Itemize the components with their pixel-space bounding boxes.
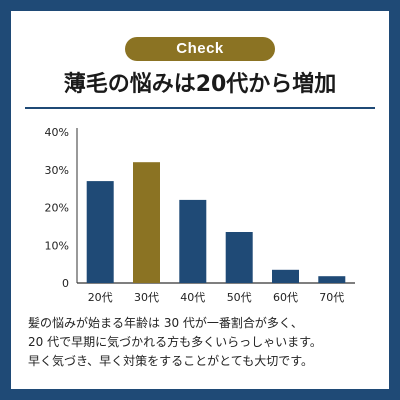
bar-30代 (133, 162, 160, 283)
caption-line-3: 早く気づき、早く対策をすることがとても大切です。 (28, 354, 314, 368)
bar-60代 (272, 269, 299, 283)
check-badge: Check (125, 37, 275, 61)
x-tick-label: 50代 (227, 291, 252, 304)
y-tick-label: 10% (45, 239, 69, 252)
bar-70代 (318, 276, 346, 283)
x-tick-label: 60代 (273, 291, 298, 304)
y-tick-label: 0 (62, 277, 69, 290)
caption-text: 髪の悩みが始まる年齢は 30 代が一番割合が多く、 20 代で早期に気づかれる方… (28, 314, 378, 371)
y-axis: 0 10% 20% 30% 40% (45, 126, 355, 290)
x-tick-label: 20代 (88, 291, 113, 304)
title-divider (25, 107, 375, 109)
x-tick-label: 30代 (134, 291, 159, 304)
caption-line-1: 髪の悩みが始まる年齢は 30 代が一番割合が多く、 (28, 316, 303, 330)
bars (86, 162, 346, 283)
x-tick-label: 70代 (319, 291, 344, 304)
page-title: 薄毛の悩みは20代から増加 (63, 72, 337, 97)
bar-20代 (86, 181, 114, 283)
bar-40代 (179, 199, 207, 283)
y-tick-label: 40% (45, 126, 69, 139)
caption-line-2: 20 代で早期に気づかれる方も多くいらっしゃいます。 (28, 335, 322, 349)
x-axis-labels: 20代 30代 40代 50代 60代 70代 (88, 291, 345, 304)
x-tick-label: 40代 (180, 291, 205, 304)
bar-50代 (225, 232, 253, 283)
y-tick-label: 20% (45, 202, 69, 215)
y-tick-label: 30% (45, 164, 69, 177)
